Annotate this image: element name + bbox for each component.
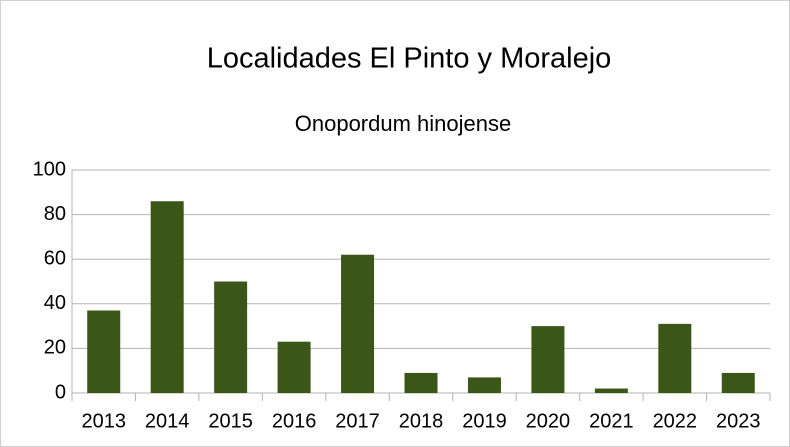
y-tick-label: 40 — [44, 292, 66, 314]
y-tick-label: 100 — [33, 158, 66, 180]
bar — [658, 323, 692, 393]
bar — [404, 372, 438, 393]
bar — [214, 281, 248, 393]
y-tick-label: 20 — [44, 337, 66, 359]
x-tick-label: 2019 — [462, 410, 507, 432]
x-tick-label: 2017 — [335, 410, 380, 432]
x-tick-label: 2023 — [716, 410, 761, 432]
x-tick-label: 2016 — [272, 410, 317, 432]
bar — [277, 341, 311, 393]
bar — [341, 254, 375, 393]
bar — [594, 388, 628, 393]
y-tick-label: 60 — [44, 247, 66, 269]
x-tick-label: 2014 — [145, 410, 190, 432]
bar — [467, 377, 501, 393]
bar — [531, 326, 565, 393]
chart-subtitle: Onopordum hinojense — [295, 111, 511, 136]
chart-title: Localidades El Pinto y Moralejo — [207, 43, 612, 75]
x-tick-label: 2022 — [653, 410, 698, 432]
bar — [87, 310, 121, 393]
x-tick-label: 2013 — [81, 410, 126, 432]
x-tick-label: 2021 — [589, 410, 634, 432]
bar — [150, 201, 184, 393]
y-tick-label: 0 — [55, 381, 66, 403]
y-tick-label: 80 — [44, 203, 66, 225]
x-tick-label: 2018 — [399, 410, 444, 432]
bar — [721, 372, 755, 393]
x-tick-label: 2015 — [208, 410, 253, 432]
x-tick-label: 2020 — [526, 410, 571, 432]
